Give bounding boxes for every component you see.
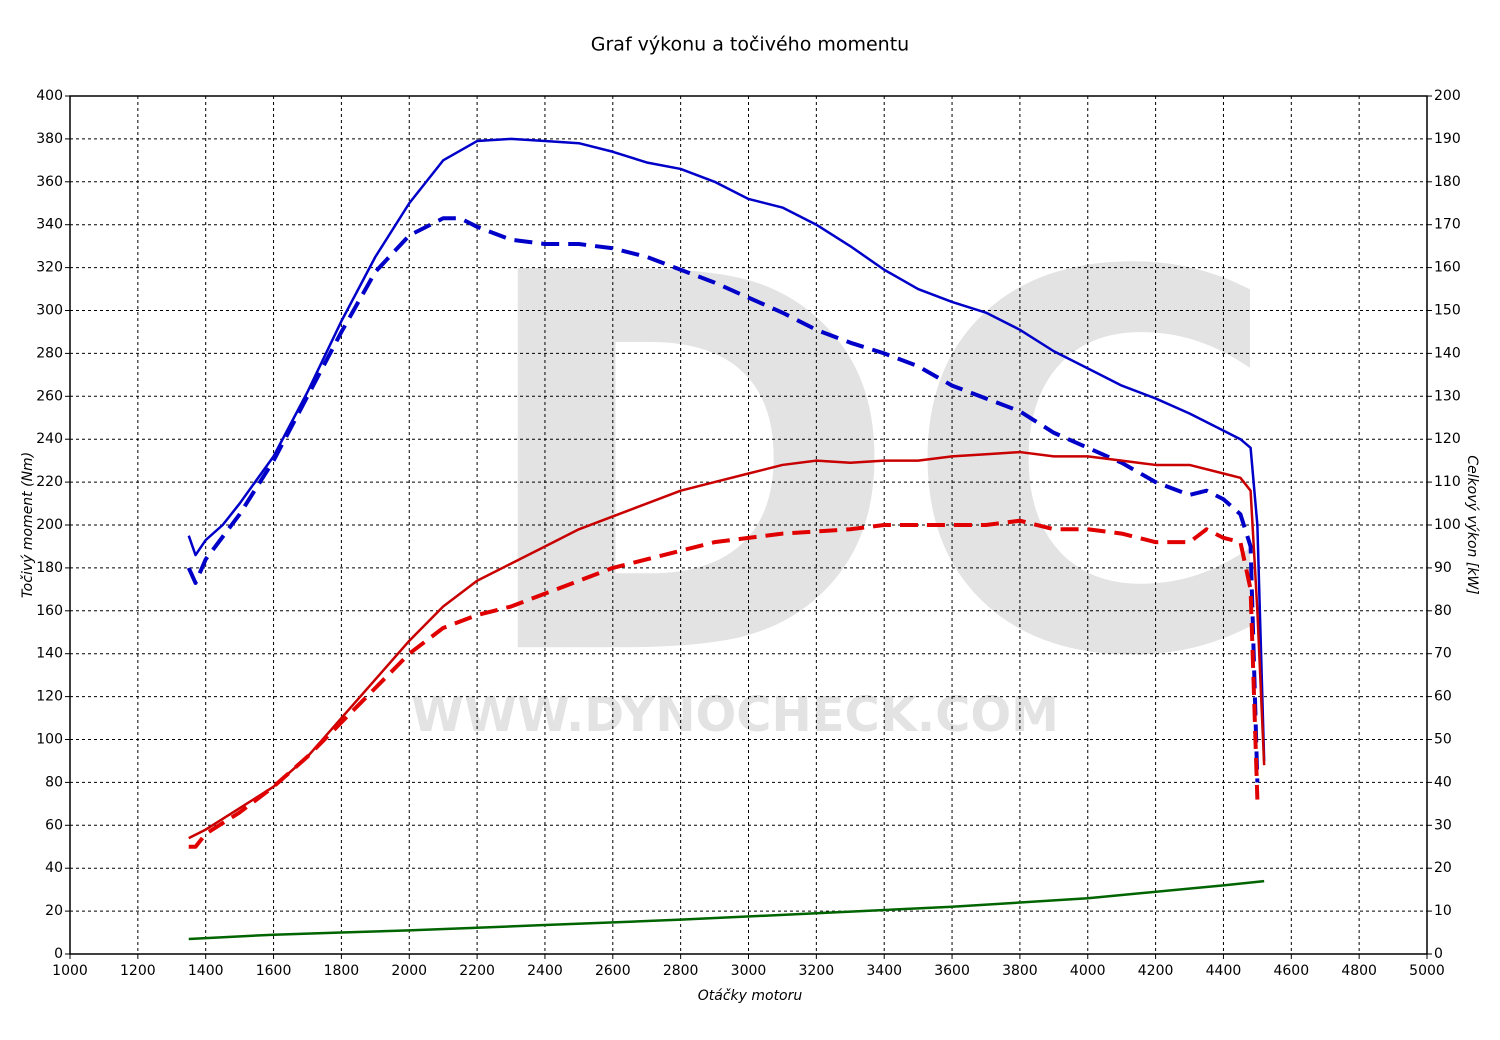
y2-tick-label: 90 xyxy=(1434,560,1452,576)
x-tick-label: 2800 xyxy=(663,963,699,979)
chart-title: Graf výkonu a točivého momentu xyxy=(591,34,909,56)
x-tick-label: 2200 xyxy=(459,963,495,979)
y2-tick-label: 110 xyxy=(1434,474,1461,490)
y-tick-label: 380 xyxy=(36,131,63,147)
y2-tick-label: 140 xyxy=(1434,345,1461,361)
x-tick-label: 1800 xyxy=(324,963,360,979)
x-tick-label: 2600 xyxy=(595,963,631,979)
x-tick-label: 1400 xyxy=(188,963,224,979)
x-tick-label: 4000 xyxy=(1070,963,1106,979)
y-tick-label: 60 xyxy=(45,817,63,833)
y2-axis-label: Celkový výkon [kW] xyxy=(1464,455,1480,594)
y2-tick-label: 40 xyxy=(1434,774,1452,790)
x-axis-label: Otáčky motoru xyxy=(698,988,803,1004)
x-tick-label: 4400 xyxy=(1206,963,1242,979)
x-tick-label: 3200 xyxy=(799,963,835,979)
y2-tick-label: 70 xyxy=(1434,646,1452,662)
y2-tick-label: 60 xyxy=(1434,689,1452,705)
y-tick-label: 0 xyxy=(54,946,63,962)
y-tick-label: 140 xyxy=(36,646,63,662)
y-tick-label: 20 xyxy=(45,903,63,919)
y-tick-label: 80 xyxy=(45,774,63,790)
y-tick-label: 400 xyxy=(36,88,63,104)
y-tick-label: 200 xyxy=(36,517,63,533)
y-tick-label: 300 xyxy=(36,303,63,319)
series-line xyxy=(188,450,1266,840)
x-tick-label: 2400 xyxy=(527,963,563,979)
watermark-logo: DC xyxy=(470,164,1283,770)
y2-tick-label: 80 xyxy=(1434,603,1452,619)
series-line xyxy=(187,137,1266,761)
series-line xyxy=(188,879,1265,941)
series-line xyxy=(186,216,1260,783)
y-tick-label: 40 xyxy=(45,860,63,876)
y-tick-label: 220 xyxy=(36,474,63,490)
series-line xyxy=(188,518,1260,849)
y-tick-label: 180 xyxy=(36,560,63,576)
x-tick-label: 4200 xyxy=(1138,963,1174,979)
y2-tick-label: 120 xyxy=(1434,431,1461,447)
x-tick-label: 1600 xyxy=(256,963,292,979)
x-tick-label: 3400 xyxy=(866,963,902,979)
y2-tick-label: 20 xyxy=(1434,860,1452,876)
x-tick-label: 4800 xyxy=(1341,963,1377,979)
y-tick-label: 340 xyxy=(36,217,63,233)
y-tick-label: 360 xyxy=(36,174,63,190)
x-tick-label: 3000 xyxy=(731,963,767,979)
y2-tick-label: 200 xyxy=(1434,88,1461,104)
y2-tick-label: 160 xyxy=(1434,260,1461,276)
y2-tick-label: 50 xyxy=(1434,732,1452,748)
y2-tick-label: 0 xyxy=(1434,946,1443,962)
y-tick-label: 280 xyxy=(36,345,63,361)
x-tick-label: 3600 xyxy=(934,963,970,979)
y2-tick-label: 150 xyxy=(1434,303,1461,319)
y-tick-label: 120 xyxy=(36,689,63,705)
y-tick-label: 100 xyxy=(36,732,63,748)
y2-tick-label: 180 xyxy=(1434,174,1461,190)
x-tick-label: 5000 xyxy=(1409,963,1445,979)
x-tick-label: 1000 xyxy=(52,963,88,979)
y2-tick-label: 100 xyxy=(1434,517,1461,533)
y-axis-label: Točivý moment (Nm) xyxy=(20,452,36,598)
x-tick-label: 3800 xyxy=(1002,963,1038,979)
x-tick-label: 2000 xyxy=(391,963,427,979)
y2-tick-label: 30 xyxy=(1434,817,1452,833)
y-tick-label: 320 xyxy=(36,260,63,276)
y-tick-label: 240 xyxy=(36,431,63,447)
y2-tick-label: 10 xyxy=(1434,903,1452,919)
y2-tick-label: 190 xyxy=(1434,131,1461,147)
y-tick-label: 160 xyxy=(36,603,63,619)
watermark-url: WWW.DYNOCHECK.COM xyxy=(411,687,1059,743)
y2-tick-label: 130 xyxy=(1434,388,1461,404)
y2-tick-label: 170 xyxy=(1434,217,1461,233)
x-tick-label: 4600 xyxy=(1273,963,1309,979)
x-tick-label: 1200 xyxy=(120,963,156,979)
y-tick-label: 260 xyxy=(36,388,63,404)
